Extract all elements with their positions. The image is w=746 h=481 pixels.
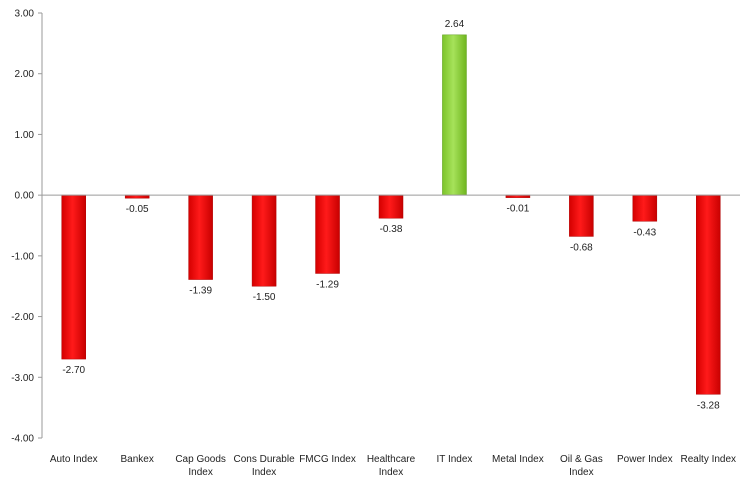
category-label: IT Index xyxy=(436,454,472,465)
category-label-line: FMCG Index xyxy=(299,454,356,465)
category-label-line: Power Index xyxy=(617,454,673,465)
category-label-line: Index xyxy=(252,467,276,478)
category-label: Power Index xyxy=(617,454,673,465)
category-label: Bankex xyxy=(121,454,154,465)
bars xyxy=(61,34,721,395)
y-tick-label: 3.00 xyxy=(15,9,35,20)
data-label: -0.05 xyxy=(126,204,149,215)
category-label-line: Index xyxy=(569,467,593,478)
data-label: 2.64 xyxy=(445,19,465,30)
bar xyxy=(442,34,467,196)
y-tick-label: -1.00 xyxy=(11,251,34,262)
y-tick-label: -3.00 xyxy=(11,373,34,384)
category-label: Auto Index xyxy=(50,454,98,465)
bar xyxy=(188,194,213,280)
category-label-line: Index xyxy=(379,467,403,478)
data-label: -1.39 xyxy=(189,286,212,297)
category-label: Healthcare Index xyxy=(367,454,416,478)
bar xyxy=(632,194,658,222)
bar xyxy=(251,194,277,287)
category-label: Oil & Gas Index xyxy=(560,454,603,478)
data-labels: -2.70 -0.05 -1.39 -1.50 -1.29 -0.38 2.64 -0.01 -… xyxy=(62,19,720,411)
y-tick-label: -2.00 xyxy=(11,312,34,323)
category-label-line: Metal Index xyxy=(492,454,544,465)
data-label: -2.70 xyxy=(62,365,85,376)
bar xyxy=(378,194,404,219)
data-label: -0.43 xyxy=(633,227,656,238)
category-label-line: Cap Goods xyxy=(175,454,226,465)
category-label: Cap Goods Index xyxy=(175,454,226,478)
category-label-line: Auto Index xyxy=(50,454,98,465)
y-tick-label: 0.00 xyxy=(15,191,35,202)
category-label: Cons Durable Index xyxy=(234,454,296,478)
y-tick-label: 2.00 xyxy=(15,69,35,80)
bar xyxy=(61,194,86,360)
y-tick-label: 1.00 xyxy=(15,130,35,141)
category-label-line: Index xyxy=(188,467,212,478)
category-label-line: Healthcare xyxy=(367,454,416,465)
category-label-line: Cons Durable xyxy=(234,454,296,465)
category-label-line: Oil & Gas xyxy=(560,454,603,465)
category-label: Realty Index xyxy=(680,454,736,465)
bar xyxy=(569,194,594,237)
category-label: FMCG Index xyxy=(299,454,356,465)
y-tick-label: -4.00 xyxy=(11,434,34,445)
data-label: -1.50 xyxy=(253,292,276,303)
bar xyxy=(696,194,721,395)
category-label-line: Bankex xyxy=(121,454,154,465)
category-label: Metal Index xyxy=(492,454,544,465)
bar xyxy=(315,194,340,274)
data-label: -1.29 xyxy=(316,279,339,290)
data-label: -0.01 xyxy=(507,204,530,215)
category-label-line: IT Index xyxy=(436,454,472,465)
data-label: -3.28 xyxy=(697,400,720,411)
category-label-line: Realty Index xyxy=(680,454,736,465)
data-label: -0.38 xyxy=(380,224,403,235)
data-label: -0.68 xyxy=(570,242,593,253)
y-axis: 3.00 2.00 1.00 0.00 -1.00 -2.00 -3.00 -4.00 xyxy=(11,9,43,445)
